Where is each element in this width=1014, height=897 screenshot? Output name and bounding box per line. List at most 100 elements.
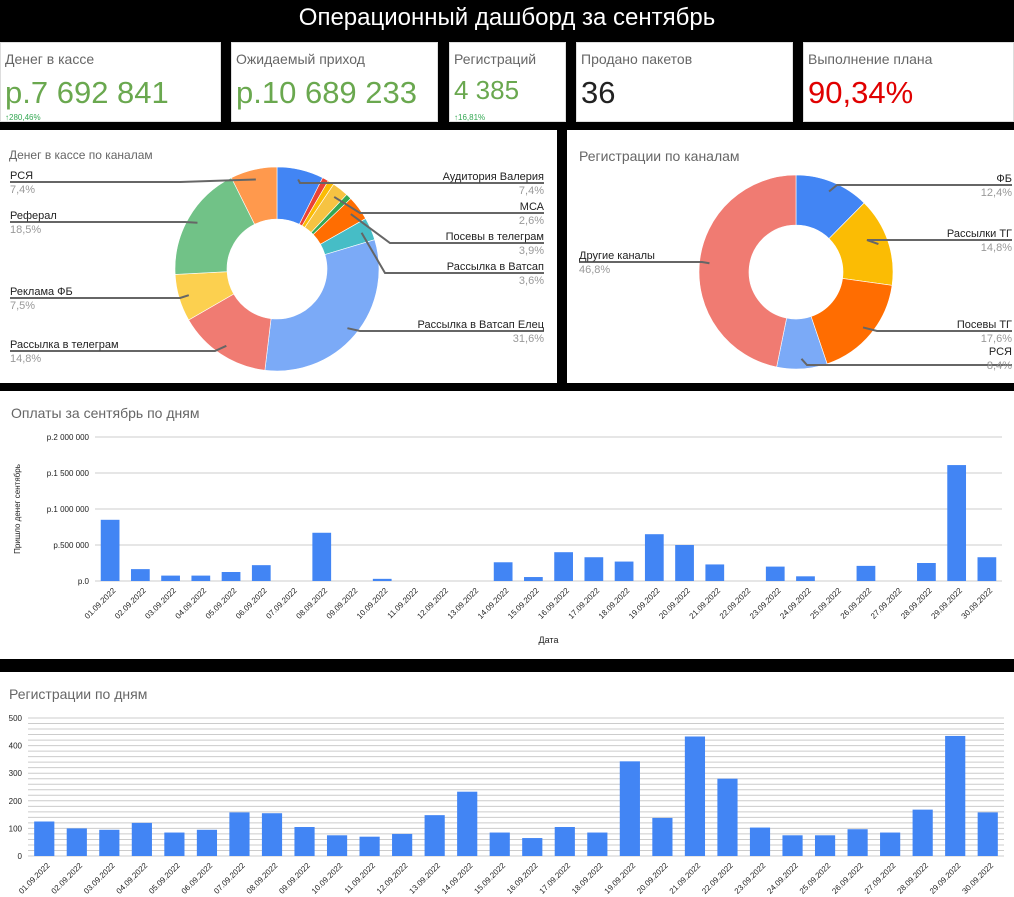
bar <box>34 821 55 856</box>
bar <box>814 835 836 856</box>
x-tick-label: 27.09.2022 <box>863 861 898 896</box>
pie-slice <box>230 166 278 225</box>
bar <box>326 835 348 856</box>
x-tick-label: 17.09.2022 <box>538 861 573 896</box>
bar <box>947 465 967 581</box>
slice-name-label: Рассылка в телеграм <box>10 339 119 351</box>
slice-percent-label: 14,8% <box>10 353 41 365</box>
x-tick-label: 01.09.2022 <box>17 861 52 896</box>
x-tick-label: 05.09.2022 <box>204 586 239 621</box>
y-axis-label: Пришло денег сентябрь <box>13 464 22 554</box>
kpi-value: 90,34% <box>808 75 914 110</box>
x-tick-label: 18.09.2022 <box>570 861 605 896</box>
x-tick-label: 28.09.2022 <box>895 861 930 896</box>
bar <box>261 813 283 856</box>
bar <box>522 838 543 856</box>
bar <box>392 833 413 856</box>
x-tick-label: 03.09.2022 <box>143 586 178 621</box>
x-tick-label: 02.09.2022 <box>50 861 85 896</box>
bar <box>131 822 152 856</box>
x-tick-label: 19.09.2022 <box>603 861 638 896</box>
x-tick-label: 24.09.2022 <box>778 586 813 621</box>
slice-percent-label: 3,9% <box>519 245 544 257</box>
slice-name-label: Посевы в телеграм <box>446 231 544 243</box>
slice-percent-label: 7,5% <box>10 300 35 312</box>
kpi-delta: ↑16,81% <box>454 113 486 122</box>
bar <box>554 827 575 856</box>
bar <box>424 815 445 856</box>
leader-line <box>10 294 190 299</box>
bar <box>614 561 634 581</box>
y-tick-label: 500 <box>9 714 23 723</box>
bar <box>161 575 180 581</box>
leader-line <box>579 261 710 265</box>
pie-slice <box>810 278 893 365</box>
bar <box>782 835 803 856</box>
leader-line <box>10 221 198 224</box>
bar <box>489 832 510 856</box>
leader-line <box>828 184 1012 193</box>
kpi-label: Выполнение плана <box>808 51 933 67</box>
bar <box>457 791 478 856</box>
bar <box>652 817 673 856</box>
slice-name-label: Посевы ТГ <box>957 319 1012 331</box>
kpi-card: Ожидаемый приход р.10 689 233 <box>231 42 438 122</box>
slice-name-label: РСЯ <box>989 346 1012 358</box>
bar <box>856 565 876 581</box>
x-tick-label: 16.09.2022 <box>536 586 571 621</box>
x-tick-label: 12.09.2022 <box>415 586 450 621</box>
x-tick-label: 03.09.2022 <box>82 861 117 896</box>
kpi-card: Продано пакетов 36 <box>576 42 793 122</box>
x-tick-label: 07.09.2022 <box>264 586 299 621</box>
x-tick-label: 27.09.2022 <box>869 586 904 621</box>
x-tick-label: 29.09.2022 <box>928 861 963 896</box>
slice-name-label: Другие каналы <box>579 250 655 262</box>
regs-by-channel-panel: Регистрации по каналам ФБ 12,4% Рассылки Т… <box>567 130 1014 383</box>
x-tick-label: 20.09.2022 <box>657 586 692 621</box>
kpi-label: Регистраций <box>454 51 537 67</box>
pie-slice <box>698 174 797 368</box>
leader-line <box>333 196 544 214</box>
x-tick-label: 25.09.2022 <box>808 586 843 621</box>
leader-line <box>10 178 256 183</box>
leader-line <box>862 326 1012 332</box>
leader-line <box>866 239 1012 246</box>
y-tick-label: р.500 000 <box>53 541 89 550</box>
bar <box>977 812 998 856</box>
slice-name-label: Реферал <box>10 210 57 222</box>
bar <box>524 577 543 581</box>
kpi-label: Ожидаемый приход <box>236 51 365 67</box>
bar <box>493 562 513 581</box>
leader-line <box>297 179 544 184</box>
kpi-value: 36 <box>581 75 616 110</box>
x-tick-label: 17.09.2022 <box>567 586 602 621</box>
bar <box>372 578 392 581</box>
cash-by-channel-title: Денег в кассе по каналам <box>9 148 153 162</box>
slice-percent-label: 17,6% <box>981 333 1012 345</box>
x-tick-label: 28.09.2022 <box>899 586 934 621</box>
x-tick-label: 06.09.2022 <box>234 586 269 621</box>
x-tick-label: 09.09.2022 <box>325 586 360 621</box>
slice-percent-label: 7,4% <box>10 184 35 196</box>
pie-slice <box>264 239 380 372</box>
x-tick-label: 18.09.2022 <box>597 586 632 621</box>
leader-line <box>10 344 227 352</box>
leader-line <box>800 358 1012 366</box>
payments-by-day-chart: р.0 р.500 000 р.1 000 000 р.1 500 000 р.2 00… <box>13 433 1002 645</box>
slice-name-label: Рассылка в Ватсап Елец <box>418 319 545 331</box>
slice-name-label: ФБ <box>996 173 1012 185</box>
x-tick-label: 12.09.2022 <box>375 861 410 896</box>
bar <box>196 829 218 856</box>
x-tick-label: 06.09.2022 <box>180 861 215 896</box>
x-tick-label: 29.09.2022 <box>929 586 964 621</box>
x-tick-label: 15.09.2022 <box>472 861 507 896</box>
bar <box>359 836 380 856</box>
bar <box>847 829 868 856</box>
payments-by-day-title: Оплаты за сентябрь по дням <box>11 405 200 421</box>
x-tick-label: 11.09.2022 <box>343 861 378 896</box>
x-tick-label: 23.09.2022 <box>748 586 783 621</box>
bar <box>99 829 120 856</box>
kpi-value: р.10 689 233 <box>236 75 418 110</box>
x-tick-label: 10.09.2022 <box>310 861 345 896</box>
regs-by-channel-chart: ФБ 12,4% Рассылки ТГ 14,8% Посевы ТГ 17,6%РСЯ… <box>579 173 1012 372</box>
